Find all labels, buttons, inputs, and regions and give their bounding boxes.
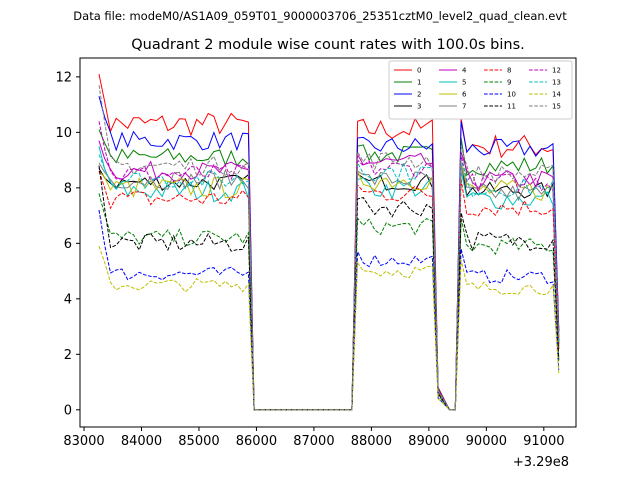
x-tick-label: 85000 [178, 434, 219, 449]
y-tick-label: 10 [55, 126, 72, 141]
series-line-6 [98, 162, 560, 411]
series-line-5 [98, 146, 560, 411]
series-line-8 [98, 171, 560, 411]
legend-label-1: 1 [417, 79, 421, 87]
legend-label-3: 3 [417, 103, 421, 111]
series-line-10 [98, 209, 560, 411]
legend-label-9: 9 [507, 79, 511, 87]
legend-label-8: 8 [507, 67, 511, 75]
series-line-0 [98, 73, 560, 411]
legend-label-15: 15 [552, 103, 561, 111]
legend-label-7: 7 [462, 103, 466, 111]
y-tick-label: 4 [64, 292, 72, 307]
axes [79, 57, 577, 428]
series-line-15 [98, 85, 560, 411]
series-line-2 [98, 96, 560, 411]
series-line-14 [98, 245, 560, 411]
legend-label-11: 11 [507, 103, 516, 111]
x-tick-label: 83000 [63, 434, 104, 449]
x-tick-label: 88000 [351, 434, 392, 449]
figure-suptitle: Data file: modeM0/AS1A09_059T01_90000037… [73, 9, 567, 23]
legend-box [388, 60, 573, 120]
plot-lines [98, 73, 560, 411]
y-tick-label: 0 [64, 403, 72, 418]
series-line-4 [98, 140, 560, 411]
chart-title: Quadrant 2 module wise count rates with … [131, 37, 525, 53]
series-line-7 [98, 162, 560, 411]
y-axis-ticks: 0 2 4 6 8 10 12 [55, 70, 80, 418]
y-tick-label: 12 [55, 70, 72, 85]
legend-label-13: 13 [552, 79, 561, 87]
legend-label-10: 10 [507, 91, 516, 99]
x-axis-offset-label: +3.29e8 [513, 455, 569, 470]
legend-label-5: 5 [462, 79, 466, 87]
series-line-9 [98, 193, 560, 411]
y-tick-label: 2 [64, 348, 72, 363]
series-line-3 [98, 162, 560, 411]
y-tick-label: 8 [64, 181, 72, 196]
series-line-1 [98, 129, 560, 411]
x-tick-label: 91000 [523, 434, 564, 449]
legend-label-2: 2 [417, 91, 421, 99]
y-tick-label: 6 [64, 237, 72, 252]
x-tick-label: 90000 [466, 434, 507, 449]
x-tick-label: 89000 [408, 434, 449, 449]
axes-frame [79, 57, 577, 428]
series-line-13 [98, 154, 560, 411]
x-tick-label: 84000 [121, 434, 162, 449]
x-tick-label: 87000 [293, 434, 334, 449]
x-tick-label: 86000 [236, 434, 277, 449]
legend-label-12: 12 [552, 67, 561, 75]
legend-label-6: 6 [462, 91, 467, 99]
legend-label-14: 14 [552, 91, 561, 99]
x-axis-ticks: 83000 84000 85000 86000 87000 88000 89000 90000… [63, 427, 564, 449]
legend-label-4: 4 [462, 67, 467, 75]
legend-label-0: 0 [417, 67, 421, 75]
series-line-11 [98, 165, 560, 411]
